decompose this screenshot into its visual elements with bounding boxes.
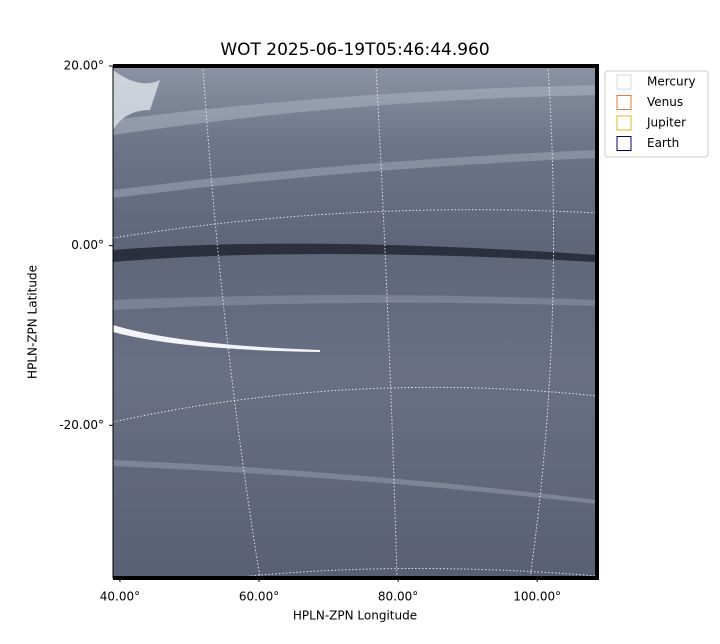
legend-swatch bbox=[616, 74, 632, 90]
legend-swatch bbox=[616, 136, 632, 151]
y-tick-label: 0.00° bbox=[71, 238, 104, 252]
legend-label: Earth bbox=[647, 136, 679, 150]
axes-border bbox=[113, 64, 599, 580]
x-tick-label: 100.00° bbox=[513, 590, 561, 604]
x-tick-label: 80.00° bbox=[378, 590, 418, 604]
y-axis-label: HPLN-ZPN Latitude bbox=[26, 265, 40, 379]
legend-swatch bbox=[616, 115, 632, 131]
x-tick-label: 60.00° bbox=[239, 590, 279, 604]
x-tick-label: 40.00° bbox=[100, 590, 140, 604]
sky-image bbox=[112, 65, 598, 579]
legend-label: Venus bbox=[647, 95, 683, 109]
chart-title: WOT 2025-06-19T05:46:44.960 bbox=[220, 40, 489, 60]
x-axis-label: HPLN-ZPN Longitude bbox=[293, 609, 417, 623]
y-tick-label: 20.00° bbox=[64, 59, 104, 73]
y-tick-label: -20.00° bbox=[59, 418, 104, 432]
legend-swatch bbox=[616, 95, 632, 110]
legend-box bbox=[604, 70, 709, 158]
legend-label: Jupiter bbox=[646, 116, 686, 130]
legend-label: Mercury bbox=[647, 75, 696, 89]
